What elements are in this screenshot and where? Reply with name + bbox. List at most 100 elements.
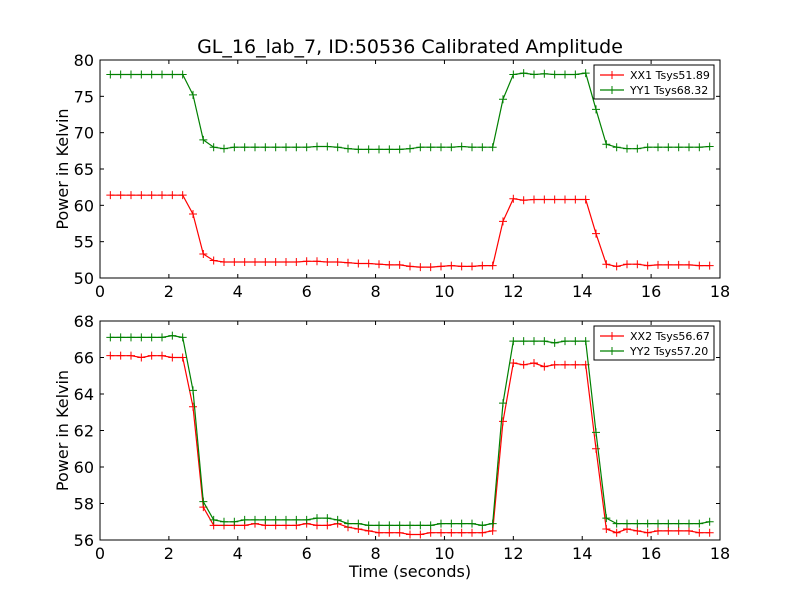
x-tick-label: 8: [370, 544, 380, 563]
data-point-marker: [530, 337, 538, 346]
data-point-marker: [147, 333, 156, 342]
data-point-marker: [168, 70, 177, 79]
y-tick-label: 68: [74, 312, 94, 331]
data-point-marker: [478, 528, 487, 537]
legend-label: XX2 Tsys56.67: [630, 330, 710, 343]
data-point-marker: [220, 144, 228, 153]
data-point-marker: [519, 337, 528, 346]
data-point-marker: [602, 525, 611, 534]
data-point-marker: [323, 258, 332, 267]
data-point-marker: [705, 142, 714, 151]
data-point-marker: [106, 70, 115, 79]
x-tick-label: 18: [710, 544, 730, 563]
data-point-marker: [240, 515, 249, 524]
data-point-marker: [457, 142, 466, 151]
data-point-marker: [158, 333, 166, 342]
data-point-marker: [375, 521, 383, 530]
data-point-marker: [189, 90, 197, 99]
data-point-marker: [158, 191, 166, 200]
data-point-marker: [240, 143, 249, 152]
data-point-marker: [313, 142, 321, 151]
data-point-marker: [530, 70, 538, 79]
data-point-marker: [623, 260, 631, 269]
data-point-marker: [344, 519, 352, 528]
data-point-marker: [705, 261, 714, 270]
data-point-marker: [447, 143, 456, 152]
data-point-marker: [437, 519, 445, 528]
data-point-marker: [581, 337, 590, 346]
data-point-marker: [571, 337, 580, 346]
data-point-marker: [612, 262, 621, 271]
data-point-marker: [509, 70, 518, 79]
data-point-marker: [664, 519, 673, 528]
data-point-marker: [633, 260, 642, 269]
data-point-marker: [127, 70, 135, 79]
data-point-marker: [292, 515, 301, 524]
data-point-marker: [230, 143, 239, 152]
data-point-marker: [633, 144, 642, 153]
data-point-marker: [664, 260, 673, 269]
data-point-marker: [209, 143, 218, 152]
data-point-marker: [344, 144, 352, 153]
data-point-marker: [158, 351, 166, 360]
data-point-marker: [385, 521, 394, 530]
data-point-marker: [168, 331, 177, 340]
data-point-marker: [654, 526, 662, 535]
data-point-marker: [519, 196, 528, 205]
data-point-marker: [395, 145, 404, 154]
y-tick-label: 62: [74, 422, 94, 441]
x-tick-label: 2: [164, 282, 174, 301]
data-point-marker: [116, 351, 125, 360]
legend-marker: [608, 332, 616, 340]
data-point-marker: [705, 517, 714, 526]
x-tick-label: 0: [95, 282, 105, 301]
data-point-marker: [302, 515, 311, 524]
y-tick-label: 60: [74, 196, 94, 215]
legend: XX1 Tsys51.89 YY1 Tsys68.32: [593, 64, 715, 100]
data-point-marker: [581, 69, 590, 78]
x-tick-label: 8: [370, 282, 380, 301]
data-point-marker: [550, 70, 559, 79]
data-point-marker: [261, 515, 270, 524]
data-point-marker: [612, 143, 621, 152]
data-point-marker: [592, 444, 600, 453]
data-point-marker: [240, 258, 249, 267]
y-tick-label: 75: [74, 87, 94, 106]
data-point-marker: [127, 333, 135, 342]
data-point-marker: [395, 260, 404, 269]
data-point-marker: [426, 263, 435, 272]
data-point-marker: [664, 143, 673, 152]
data-point-marker: [385, 528, 394, 537]
x-tick-label: 0: [95, 544, 105, 563]
data-point-marker: [540, 362, 549, 371]
data-point-marker: [137, 191, 146, 200]
data-point-marker: [178, 333, 187, 342]
data-point-marker: [323, 142, 332, 151]
data-point-marker: [116, 333, 125, 342]
y-axis-title: Power in Kelvin: [53, 370, 72, 491]
data-point-marker: [488, 261, 497, 270]
x-tick-label: 14: [572, 544, 592, 563]
data-point-marker: [313, 514, 321, 523]
x-tick-label: 6: [302, 282, 312, 301]
data-point-marker: [333, 515, 342, 524]
data-point-marker: [654, 260, 662, 269]
data-point-marker: [674, 143, 683, 152]
data-point-marker: [364, 145, 373, 154]
data-point-marker: [695, 528, 704, 537]
data-point-marker: [550, 195, 559, 204]
data-point-marker: [530, 195, 538, 204]
data-point-marker: [406, 521, 414, 530]
data-point-marker: [664, 526, 673, 535]
data-point-marker: [251, 515, 259, 524]
data-point-marker: [654, 519, 662, 528]
y-tick-label: 80: [74, 51, 94, 70]
data-point-marker: [633, 526, 642, 535]
data-point-marker: [685, 260, 693, 269]
data-point-marker: [499, 95, 507, 104]
data-point-marker: [178, 191, 187, 200]
data-point-marker: [478, 521, 487, 530]
data-point-marker: [478, 143, 487, 152]
data-point-marker: [147, 191, 156, 200]
x-tick-label: 12: [503, 544, 523, 563]
